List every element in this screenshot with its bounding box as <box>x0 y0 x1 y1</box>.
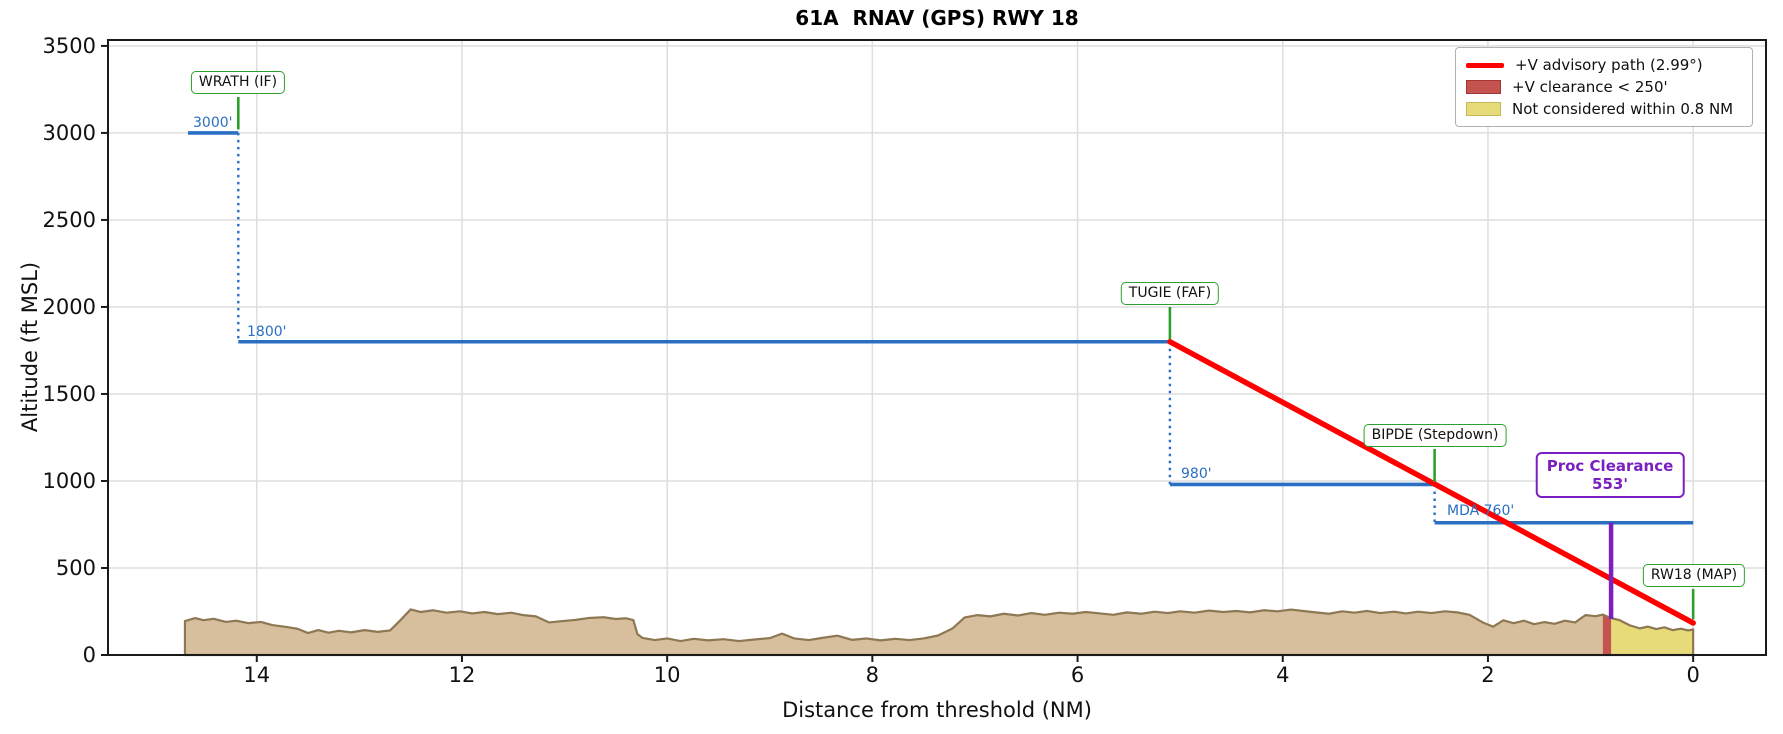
legend-label-advisory: +V advisory path (2.99°) <box>1515 56 1703 74</box>
legend-item-advisory-path: +V advisory path (2.99°) <box>1466 55 1742 75</box>
y-tick-label: 3500 <box>43 34 96 58</box>
y-tick-label: 3000 <box>43 121 96 145</box>
waypoint-label-rw18: RW18 (MAP) <box>1642 564 1746 587</box>
y-tick-label: 2500 <box>43 208 96 232</box>
y-axis-label: Altitude (ft MSL) <box>18 261 42 433</box>
altitude-label-1800: 1800' <box>247 324 287 340</box>
altitude-label-980: 980' <box>1181 466 1212 482</box>
clearance-strip-area <box>1602 614 1612 655</box>
y-tick-label: 0 <box>83 643 96 667</box>
advisory-path-line <box>1167 339 1696 626</box>
not-considered-patch-swatch <box>1466 102 1501 116</box>
clearance-patch-swatch <box>1466 80 1501 94</box>
legend-item-not-considered: Not considered within 0.8 NM <box>1466 99 1742 119</box>
legend: +V advisory path (2.99°) +V clearance < … <box>1455 47 1753 127</box>
x-tick-label: 0 <box>1686 663 1699 687</box>
chart-title: 61A RNAV (GPS) RWY 18 <box>795 6 1079 30</box>
plot-border <box>107 39 1767 656</box>
x-tick-label: 10 <box>654 663 681 687</box>
x-tick-label: 14 <box>243 663 270 687</box>
proc-clearance-label: Proc Clearance 553' <box>1535 452 1685 498</box>
x-tick-label: 6 <box>1071 663 1084 687</box>
not-considered-area <box>1611 618 1694 655</box>
x-tick-label: 12 <box>449 663 476 687</box>
proc-clearance-line2: 553' <box>1592 475 1628 493</box>
advisory-path-line-swatch <box>1466 62 1504 68</box>
y-tick-label: 1000 <box>43 469 96 493</box>
x-tick-label: 8 <box>866 663 879 687</box>
y-tick-label: 1500 <box>43 382 96 406</box>
terrain-outline <box>183 608 1695 657</box>
terrain-area <box>184 609 1694 655</box>
x-axis-label: Distance from threshold (NM) <box>782 698 1092 722</box>
x-tick-label: 4 <box>1276 663 1289 687</box>
waypoint-label-wrath: WRATH (IF) <box>190 71 286 94</box>
altitude-label-3000: 3000' <box>193 115 233 131</box>
y-tick-label: 2000 <box>43 295 96 319</box>
y-tick-label: 500 <box>56 556 96 580</box>
waypoint-label-tugie: TUGIE (FAF) <box>1120 282 1220 305</box>
proc-clearance-line1: Proc Clearance <box>1546 457 1674 475</box>
x-tick-label: 2 <box>1481 663 1494 687</box>
waypoint-label-bipde: BIPDE (Stepdown) <box>1363 424 1507 447</box>
legend-label-not-considered: Not considered within 0.8 NM <box>1512 100 1734 118</box>
altitude-label-mda: MDA 760' <box>1447 503 1515 519</box>
legend-label-clearance: +V clearance < 250' <box>1512 78 1668 96</box>
legend-item-clearance: +V clearance < 250' <box>1466 77 1742 97</box>
